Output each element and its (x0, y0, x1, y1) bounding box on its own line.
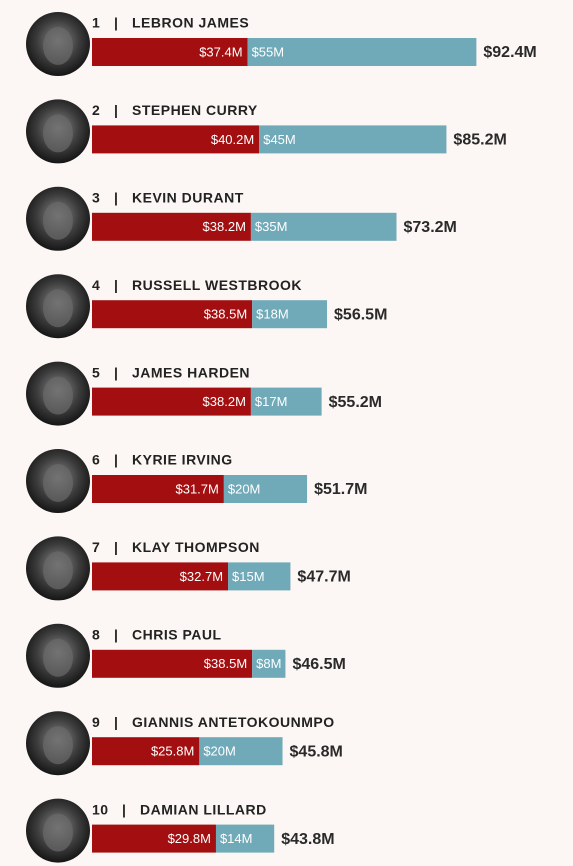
separator: | (114, 627, 118, 643)
total-label: $56.5M (334, 306, 387, 323)
segment-label: $20M (203, 744, 236, 759)
separator: | (114, 452, 118, 468)
segment-label: $35M (255, 219, 288, 234)
bar-segment (250, 212, 397, 241)
player-name: KEVIN DURANT (132, 190, 244, 206)
segment-label: $55M (252, 44, 285, 59)
player-name: KYRIE IRVING (132, 452, 233, 468)
separator: | (122, 801, 126, 817)
player-photo-face (43, 114, 73, 153)
segment-label: $14M (220, 831, 253, 846)
segment-label: $29.8M (168, 831, 211, 846)
player-name: CHRIS PAUL (132, 627, 222, 643)
bar-segment (92, 212, 251, 241)
segment-label: $31.7M (175, 481, 218, 496)
rank: 9 (92, 714, 100, 730)
bar-segment (247, 38, 477, 66)
total-label: $92.4M (483, 44, 536, 61)
segment-label: $37.4M (199, 44, 242, 59)
player-photo-face (43, 376, 73, 415)
segment-label: $25.8M (151, 744, 194, 759)
separator: | (114, 364, 118, 380)
rank: 2 (92, 102, 100, 118)
bar-segment (92, 387, 251, 416)
bar-segment (92, 737, 200, 766)
segment-label: $45M (263, 132, 296, 147)
bar-segment (215, 824, 275, 853)
rank: 8 (92, 627, 100, 643)
bar-segment (259, 125, 447, 154)
segment-label: $20M (228, 481, 261, 496)
segment-label: $32.7M (180, 569, 223, 584)
player-name: DAMIAN LILLARD (140, 801, 267, 817)
segment-label: $17M (255, 394, 288, 409)
bar-segment (92, 125, 260, 154)
rank: 1 (92, 15, 100, 31)
bar-segment (223, 475, 308, 503)
player-photo-face (43, 201, 73, 240)
player-name: LEBRON JAMES (132, 15, 249, 31)
bar-segment (228, 562, 291, 591)
bar-segment (252, 649, 286, 678)
bar-segment (92, 649, 253, 678)
segment-label: $8M (256, 656, 281, 671)
total-label: $73.2M (404, 219, 457, 236)
rank: 3 (92, 190, 100, 206)
bar-segment (199, 737, 283, 766)
separator: | (114, 714, 118, 730)
player-photo-face (43, 813, 73, 852)
total-label: $46.5M (292, 656, 345, 673)
total-label: $47.7M (297, 569, 350, 586)
player-photo-face (43, 638, 73, 677)
bar-segment (92, 562, 229, 591)
rank: 4 (92, 277, 100, 293)
rank: 7 (92, 539, 100, 555)
total-label: $45.8M (290, 743, 343, 760)
total-label: $55.2M (329, 394, 382, 411)
separator: | (114, 277, 118, 293)
separator: | (114, 539, 118, 555)
separator: | (114, 15, 118, 31)
player-photo-face (43, 726, 73, 765)
player-name: RUSSELL WESTBROOK (132, 277, 302, 293)
separator: | (114, 102, 118, 118)
bar-segment (92, 38, 248, 66)
bar-segment (250, 387, 322, 416)
rank: 5 (92, 364, 100, 380)
player-photo-face (43, 289, 73, 328)
player-name: KLAY THOMPSON (132, 539, 260, 555)
bar-segment (252, 300, 328, 329)
bar-segment (92, 824, 216, 853)
total-label: $85.2M (453, 132, 506, 149)
player-photo-face (43, 551, 73, 590)
player-name: JAMES HARDEN (132, 364, 250, 380)
player-photo-face (43, 464, 73, 502)
total-label: $51.7M (314, 481, 367, 498)
segment-label: $18M (256, 307, 289, 322)
segment-label: $38.5M (204, 656, 247, 671)
segment-label: $38.2M (203, 394, 246, 409)
player-name: GIANNIS ANTETOKOUNMPO (132, 714, 335, 730)
total-label: $43.8M (281, 831, 334, 848)
segment-label: $38.2M (203, 219, 246, 234)
player-name: STEPHEN CURRY (132, 102, 258, 118)
rank: 6 (92, 452, 100, 468)
bar-segment (92, 475, 224, 503)
separator: | (114, 190, 118, 206)
player-photo-face (43, 27, 73, 65)
bar-segment (92, 300, 253, 329)
segment-label: $38.5M (204, 307, 247, 322)
segment-label: $15M (232, 569, 265, 584)
segment-label: $40.2M (211, 132, 254, 147)
rank: 10 (92, 801, 109, 817)
